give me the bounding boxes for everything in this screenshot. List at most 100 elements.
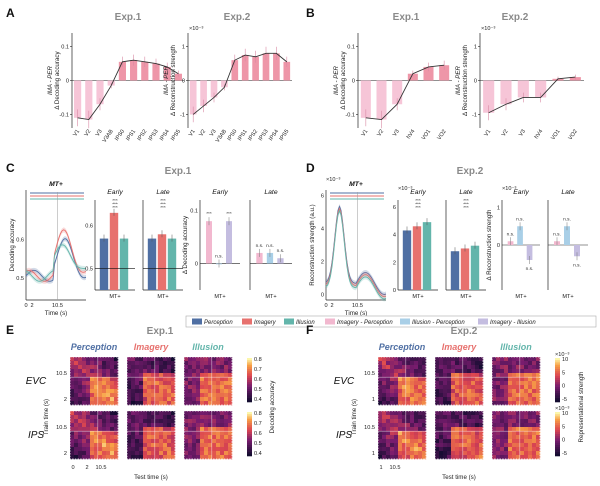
y-label: Reconstruction strength (a.u.) bbox=[309, 204, 316, 286]
heatmap-cell bbox=[406, 439, 411, 444]
x-tick-label: V1 bbox=[72, 129, 81, 138]
heatmap-cell bbox=[192, 389, 197, 394]
heatmap-cell bbox=[520, 439, 525, 444]
heatmap-cell bbox=[398, 439, 403, 444]
heatmap-cell bbox=[82, 385, 87, 390]
heatmap-cell bbox=[471, 427, 476, 432]
heatmap-cell bbox=[500, 373, 505, 378]
heatmap-cell bbox=[402, 361, 407, 366]
heatmap-cell bbox=[459, 455, 464, 460]
sig-stars: *** bbox=[160, 205, 166, 211]
heatmap-cell bbox=[382, 415, 387, 420]
heatmap-cell bbox=[143, 397, 148, 402]
heatmap-cell bbox=[406, 357, 411, 362]
heatmap-cell bbox=[208, 397, 213, 402]
heatmap-cell bbox=[447, 439, 452, 444]
heatmap-cell bbox=[200, 381, 205, 386]
heatmap-cell bbox=[471, 439, 476, 444]
heatmap-cell bbox=[216, 439, 221, 444]
bar bbox=[210, 80, 218, 98]
heatmap-cell bbox=[410, 415, 415, 420]
heatmap-cell bbox=[224, 427, 229, 432]
heatmap-cell bbox=[143, 385, 148, 390]
heatmap-cell bbox=[471, 357, 476, 362]
legend-swatch bbox=[192, 318, 202, 325]
heatmap-cell bbox=[451, 447, 456, 452]
heatmap-cell bbox=[163, 415, 168, 420]
heatmap-cell bbox=[212, 455, 217, 460]
heatmap-cell bbox=[159, 377, 164, 382]
heatmap-cell bbox=[98, 427, 103, 432]
heatmap-cell bbox=[212, 401, 217, 406]
sig-stars: *** bbox=[160, 198, 166, 204]
heatmap-cell bbox=[500, 377, 505, 382]
heatmap-cell bbox=[422, 397, 427, 402]
heatmap-cell bbox=[528, 419, 533, 424]
heatmap-cell bbox=[147, 455, 152, 460]
x-tick-label: V2 bbox=[501, 129, 510, 138]
heatmap-cell bbox=[90, 361, 95, 366]
heatmap-cell bbox=[110, 385, 115, 390]
heatmap-cell bbox=[155, 357, 160, 362]
heatmap-cell bbox=[504, 385, 509, 390]
heatmap-cell bbox=[94, 373, 99, 378]
heatmap-cell bbox=[102, 443, 107, 448]
heatmap-cell bbox=[443, 427, 448, 432]
heatmap-cell bbox=[402, 393, 407, 398]
heatmap-cell bbox=[98, 397, 103, 402]
heatmap-cell bbox=[94, 411, 99, 416]
heatmap-cell bbox=[135, 361, 140, 366]
heatmap-cell bbox=[422, 393, 427, 398]
heatmap-cell bbox=[228, 443, 233, 448]
heatmap-cell bbox=[455, 431, 460, 436]
heatmap-cell bbox=[378, 439, 383, 444]
heatmap-cell bbox=[102, 369, 107, 374]
heatmap-cell bbox=[463, 385, 468, 390]
heatmap-cell bbox=[500, 369, 505, 374]
heatmap-cell bbox=[536, 435, 541, 440]
heatmap-cell bbox=[508, 397, 513, 402]
heatmap-cell bbox=[386, 401, 391, 406]
heatmap-cell bbox=[414, 393, 419, 398]
heatmap-cell bbox=[102, 431, 107, 436]
sig-label: n.s. bbox=[266, 244, 274, 249]
bar bbox=[152, 63, 160, 81]
significance-contour bbox=[434, 410, 484, 460]
heatmap-cell bbox=[155, 389, 160, 394]
heatmap-cell bbox=[200, 427, 205, 432]
heatmap-cell bbox=[447, 435, 452, 440]
heatmap-cell bbox=[184, 365, 189, 370]
heatmap-cell bbox=[500, 385, 505, 390]
heatmap-cell bbox=[398, 397, 403, 402]
heatmap-cell bbox=[155, 419, 160, 424]
heatmap-cell bbox=[394, 419, 399, 424]
heatmap-cell bbox=[492, 423, 497, 428]
heatmap-cell bbox=[188, 455, 193, 460]
heatmap-cell bbox=[382, 389, 387, 394]
y-tick-label: -1 bbox=[472, 112, 477, 118]
heatmap-cell bbox=[192, 369, 197, 374]
heatmap-cell bbox=[382, 435, 387, 440]
heatmap-cell bbox=[200, 385, 205, 390]
heatmap-cell bbox=[435, 447, 440, 452]
heatmap-cell bbox=[78, 365, 83, 370]
bar bbox=[360, 80, 371, 118]
heatmap-cell bbox=[504, 401, 509, 406]
heatmap-cell bbox=[512, 377, 517, 382]
heatmap-cell bbox=[110, 393, 115, 398]
heatmap-cell bbox=[212, 389, 217, 394]
colorbar-cell bbox=[247, 373, 252, 376]
heatmap-cell bbox=[228, 447, 233, 452]
x-tick-label: IPS1 bbox=[237, 129, 249, 142]
bar-exponent: ×10⁻³ bbox=[398, 186, 412, 192]
colorbar-cell bbox=[555, 440, 560, 444]
heatmap-cell bbox=[216, 401, 221, 406]
sig-stars: *** bbox=[112, 202, 118, 208]
heatmap-cell bbox=[402, 443, 407, 448]
heatmap-cell bbox=[171, 415, 176, 420]
heatmap-cell bbox=[418, 415, 423, 420]
heatmap-cell bbox=[98, 435, 103, 440]
heatmap-cell bbox=[402, 377, 407, 382]
heatmap-cell bbox=[378, 401, 383, 406]
heatmap-cell bbox=[435, 361, 440, 366]
